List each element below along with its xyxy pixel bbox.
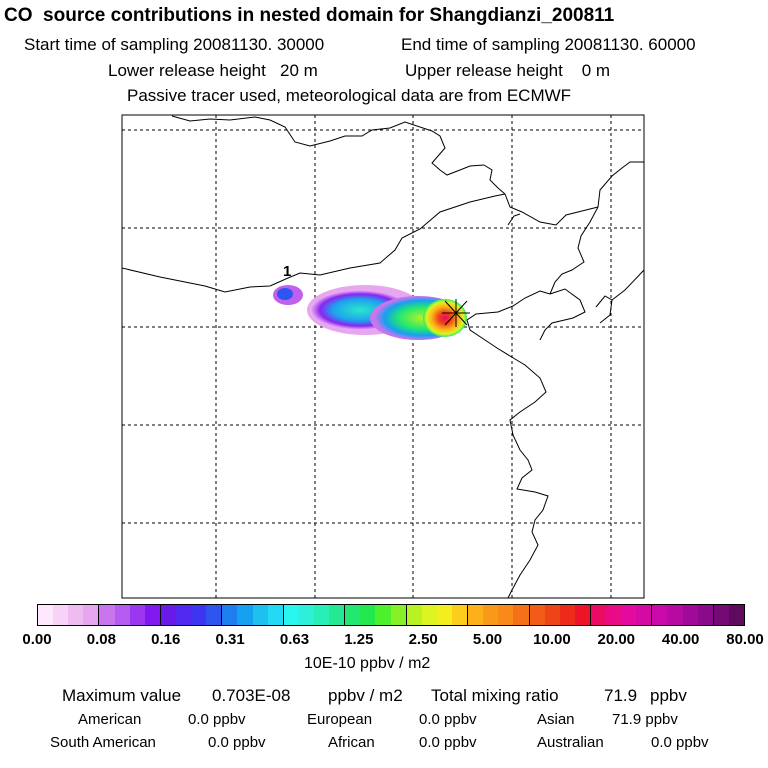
total-mixing-unit: ppbv — [650, 686, 687, 705]
colorbar-swatch — [175, 605, 192, 625]
colorbar-swatch — [38, 605, 54, 625]
region-value: 0.0 ppbv — [419, 711, 477, 728]
colorbar-swatch — [345, 605, 361, 625]
colorbar-swatch — [206, 605, 223, 625]
colorbar-swatch — [436, 605, 452, 625]
map-content — [122, 115, 644, 598]
colorbar-swatch — [652, 605, 668, 625]
region-label: Australian — [537, 734, 604, 751]
colorbar-tick-label: 10.00 — [533, 631, 571, 648]
map-panel: 1 — [121, 114, 645, 599]
region-label: American — [78, 711, 142, 728]
colorbar-tick-label: 20.00 — [597, 631, 636, 648]
colorbar-swatch — [621, 605, 637, 625]
receptor-star-icon[interactable] — [442, 299, 470, 327]
colorbar-swatch — [390, 605, 407, 625]
max-value-label: Maximum value — [62, 686, 182, 705]
colorbar-swatch — [636, 605, 653, 625]
region-label: Asian — [537, 711, 575, 728]
colorbar-swatch — [713, 605, 729, 625]
map-frame — [121, 114, 645, 599]
colorbar-swatch — [590, 605, 607, 625]
colorbar-swatch — [114, 605, 130, 625]
colorbar-swatch — [682, 605, 698, 625]
concentration-plume[interactable] — [273, 285, 467, 340]
colorbar-swatch — [222, 605, 238, 625]
colorbar-swatch — [129, 605, 145, 625]
colorbar-tick-label: 0.63 — [279, 631, 310, 648]
colorbar-swatch — [513, 605, 530, 625]
colorbar-swatch — [298, 605, 314, 625]
colorbar-swatch — [99, 605, 115, 625]
total-mixing-value: 71.9 — [604, 686, 638, 705]
colorbar — [37, 604, 745, 626]
region-label: European — [307, 711, 373, 728]
colorbar-tick-label: 0.31 — [215, 631, 245, 648]
region-value: 0.0 ppbv — [651, 734, 709, 751]
colorbar-tick-label: 0.08 — [86, 631, 116, 648]
max-value-unit: ppbv / m2 — [328, 686, 403, 705]
colorbar-swatch — [267, 605, 284, 625]
total-mixing-label: Total mixing ratio — [431, 686, 559, 705]
colorbar-swatch — [252, 605, 268, 625]
contour-label: 1 — [283, 263, 291, 280]
colorbar-swatch — [283, 605, 299, 625]
upper-release-height: Upper release height 0 m — [405, 61, 611, 80]
colorbar-swatch — [237, 605, 253, 625]
colorbar-swatch — [313, 605, 330, 625]
colorbar-swatch — [68, 605, 84, 625]
colorbar-swatch — [421, 605, 437, 625]
colorbar-tick-label: 40.00 — [661, 631, 700, 648]
colorbar-swatch — [483, 605, 499, 625]
boundaries — [122, 115, 644, 598]
colorbar-swatch — [451, 605, 469, 625]
colorbar-swatch — [468, 605, 484, 625]
colorbar-swatch — [375, 605, 391, 625]
region-value: 0.0 ppbv — [419, 734, 477, 751]
colorbar-swatch — [529, 605, 545, 625]
region-label: African — [328, 734, 375, 751]
colorbar-swatch — [83, 605, 100, 625]
colorbar-swatch — [574, 605, 591, 625]
colorbar-tick-label: 0.16 — [151, 631, 181, 648]
colorbar-tick-label: 80.00 — [726, 631, 764, 648]
lower-release-height: Lower release height 20 m — [108, 61, 318, 80]
colorbar-swatch — [53, 605, 69, 625]
colorbar-swatch — [191, 605, 207, 625]
colorbar-swatch — [667, 605, 683, 625]
colorbar-swatch — [697, 605, 714, 625]
region-value: 0.0 ppbv — [208, 734, 266, 751]
max-value: 0.703E-08 — [212, 686, 291, 705]
colorbar-swatch — [329, 605, 346, 625]
colorbar-tick-label: 0.00 — [22, 631, 52, 648]
colorbar-units: 10E-10 ppbv / m2 — [304, 655, 431, 672]
colorbar-swatch — [160, 605, 176, 625]
colorbar-swatch — [406, 605, 422, 625]
plot-title: CO source contributions in nested domain… — [4, 5, 615, 26]
colorbar-swatch — [728, 605, 745, 625]
colorbar-tick-label: 1.25 — [344, 631, 374, 648]
region-value: 0.0 ppbv — [188, 711, 246, 728]
colorbar-swatch — [144, 605, 161, 625]
tracer-note: Passive tracer used, meteorological data… — [127, 86, 572, 105]
colorbar-tick-label: 5.00 — [472, 631, 503, 648]
colorbar-swatch — [559, 605, 575, 625]
start-time: Start time of sampling 20081130. 30000 — [24, 35, 325, 54]
end-time: End time of sampling 20081130. 60000 — [401, 35, 696, 54]
region-label: South American — [50, 734, 156, 751]
colorbar-swatch — [606, 605, 622, 625]
colorbar-tick-label: 2.50 — [408, 631, 438, 648]
colorbar-swatch — [360, 605, 376, 625]
region-value: 71.9 ppbv — [612, 711, 678, 728]
colorbar-swatch — [544, 605, 560, 625]
colorbar-swatch — [498, 605, 514, 625]
gridlines — [122, 115, 644, 598]
